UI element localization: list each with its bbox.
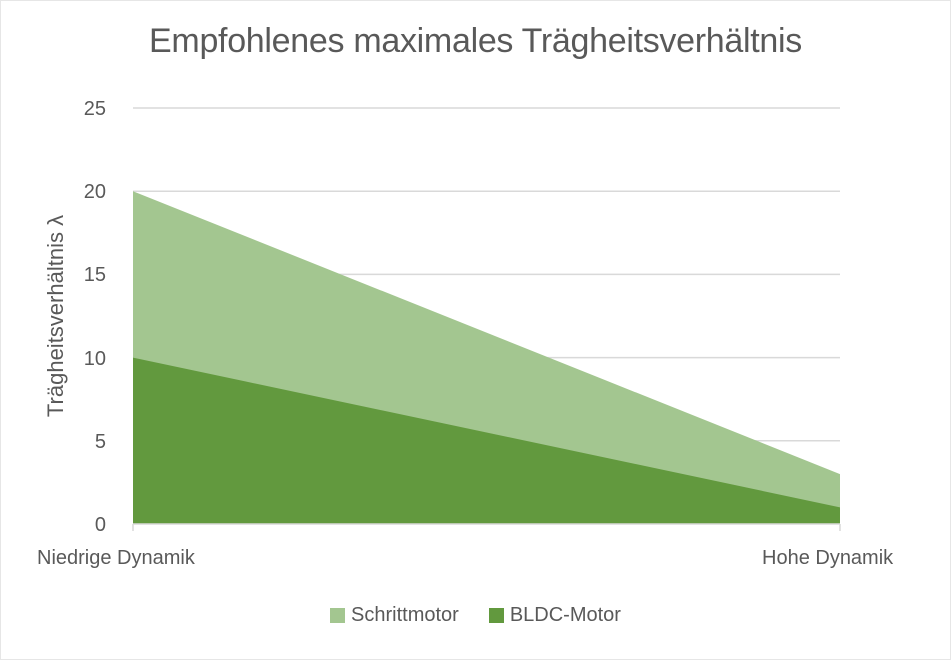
legend-swatch-icon xyxy=(488,608,504,623)
legend-label: BLDC-Motor xyxy=(509,604,621,626)
chart-title: Empfohlenes maximales Trägheitsverhältni… xyxy=(149,22,802,60)
legend-item-bldc-motor[interactable]: BLDC-Motor xyxy=(488,604,621,627)
y-tick-label: 25 xyxy=(84,98,106,120)
legend-label: Schrittmotor xyxy=(351,604,459,626)
y-tick-label: 20 xyxy=(84,181,106,203)
legend-swatch-icon xyxy=(330,608,346,623)
series-area-bldc-motor[interactable] xyxy=(133,357,840,524)
y-tick-label: 0 xyxy=(95,514,106,536)
y-tick-label: 5 xyxy=(95,431,106,453)
legend: Schrittmotor BLDC-Motor xyxy=(0,604,951,627)
y-tick-label: 15 xyxy=(84,264,106,286)
y-tick-label: 10 xyxy=(84,348,106,370)
legend-item-schrittmotor[interactable]: Schrittmotor xyxy=(330,604,459,627)
x-category-label-left: Niedrige Dynamik xyxy=(37,547,195,569)
x-category-label-right: Hohe Dynamik xyxy=(762,547,894,569)
y-axis-title: Trägheitsverhältnis λ xyxy=(43,215,68,417)
